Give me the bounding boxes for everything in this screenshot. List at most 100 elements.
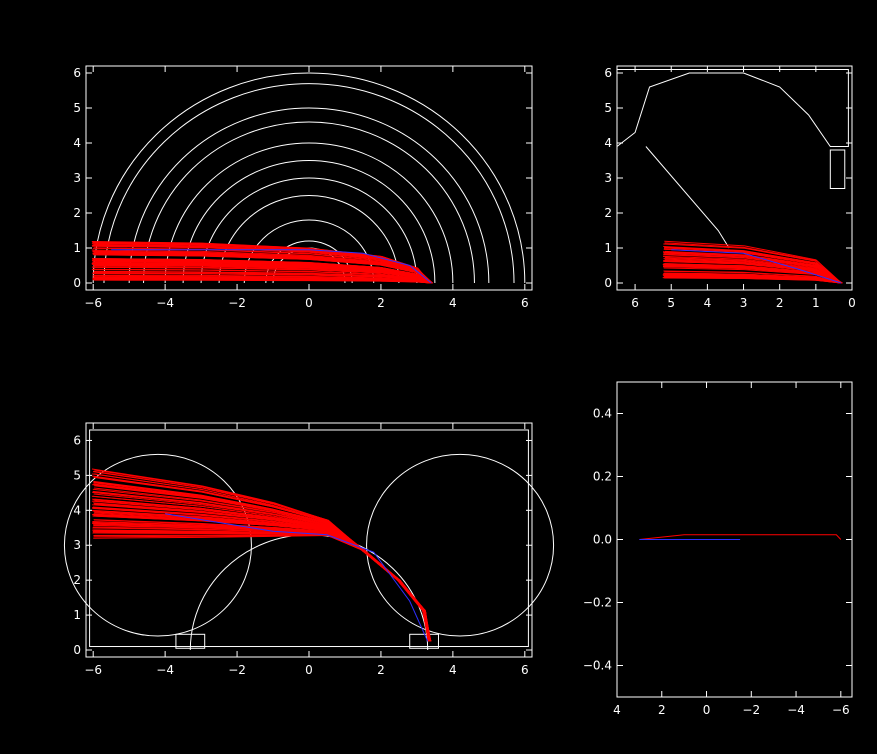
x-tick-label: 2: [377, 663, 385, 677]
series-0: [662, 240, 843, 284]
trajectory-line: [663, 243, 841, 284]
trajectory-line: [93, 523, 431, 642]
x-tick-label: 6: [521, 663, 529, 677]
trajectory-line: [93, 531, 430, 642]
x-tick-label: −6: [84, 663, 102, 677]
trajectory-line: [93, 532, 431, 642]
series-0: [91, 241, 433, 284]
axis-ticks: −6 −4 −2 0 2 4 6 0 1 2 3 4 5 6: [73, 423, 532, 677]
x-tick-label: −2: [228, 296, 246, 310]
x-tick-label: 0: [703, 703, 711, 717]
trajectory-line: [671, 249, 842, 284]
trajectory-line: [664, 240, 841, 284]
trajectory-line: [664, 259, 841, 284]
trajectory-line: [94, 523, 431, 642]
y-tick-label: 0.0: [593, 533, 612, 547]
structure-outline: [63, 429, 555, 651]
x-tick-label: −4: [156, 663, 174, 677]
x-tick-label: 2: [658, 703, 666, 717]
y-tick-label: 5: [73, 101, 81, 115]
y-tick-label: 0: [73, 643, 81, 657]
y-tick-label: 3: [604, 171, 612, 185]
x-tick-label: 0: [848, 296, 856, 310]
trajectory-line: [111, 249, 432, 284]
arc: [143, 121, 475, 284]
trajectory-line: [92, 529, 429, 642]
port-box: [175, 633, 206, 649]
series-0: [91, 468, 432, 642]
y-tick-label: 3: [73, 538, 81, 552]
axis-ticks: −6 −4 −2 0 2 4 6 0 1 2 3 4 5 6: [73, 66, 532, 310]
series-0: [639, 534, 842, 540]
trajectory-line: [92, 523, 430, 642]
coil-ring: [63, 453, 252, 637]
trajectory-line: [662, 264, 841, 284]
y-tick-label: 1: [73, 241, 81, 255]
trajectory-line: [93, 534, 430, 642]
x-tick-label: −6: [832, 703, 850, 717]
trajectory-line: [92, 245, 433, 284]
x-tick-label: 1: [812, 296, 820, 310]
panel-bottom-left: −6 −4 −2 0 2 4 6 0 1 2 3 4 5 6: [63, 422, 555, 677]
trajectory-line: [93, 274, 432, 284]
arc: [92, 72, 526, 284]
x-tick-label: 4: [449, 663, 457, 677]
trajectory-line: [639, 534, 842, 540]
trajectory-line: [93, 530, 430, 642]
x-tick-label: 3: [740, 296, 748, 310]
trajectory-line: [94, 487, 432, 642]
trajectory-line: [92, 522, 431, 642]
series-1: [165, 513, 429, 642]
trajectory-line: [92, 275, 432, 284]
y-tick-label: 0: [73, 276, 81, 290]
x-tick-label: 6: [631, 296, 639, 310]
x-tick-label: 4: [449, 296, 457, 310]
y-tick-label: 0.2: [593, 470, 612, 484]
trajectory-line: [92, 521, 431, 642]
x-tick-label: 0: [305, 663, 313, 677]
arc: [164, 142, 454, 284]
x-tick-label: −2: [228, 663, 246, 677]
x-tick-label: 0: [305, 296, 313, 310]
y-tick-label: 6: [604, 66, 612, 80]
trajectory-line: [92, 521, 430, 642]
y-tick-label: 0.4: [593, 407, 612, 421]
panel-bottom-right: 4 2 0 −2 −4 −6 −0.4 −0.2 0.0 0.2 0.4: [583, 381, 853, 717]
y-tick-label: 5: [73, 468, 81, 482]
trajectory-line: [92, 529, 431, 642]
axis-ticks: 6 5 4 3 2 1 0 0 1 2 3 4 5 6: [604, 66, 856, 310]
x-tick-label: 6: [521, 296, 529, 310]
series-1: [671, 249, 842, 284]
y-tick-label: 6: [73, 66, 81, 80]
trajectory-line: [94, 469, 429, 642]
trajectory-line: [93, 530, 431, 642]
x-tick-label: −6: [84, 296, 102, 310]
arc: [218, 195, 400, 284]
trajectory-line: [93, 266, 431, 284]
y-tick-label: 5: [604, 101, 612, 115]
y-tick-label: 6: [73, 433, 81, 447]
trajectory-line: [93, 529, 430, 642]
y-tick-label: 1: [604, 241, 612, 255]
coil-outline: [645, 146, 730, 249]
trajectory-line: [92, 526, 429, 642]
trajectory-line: [664, 277, 841, 284]
vessel-outline: [616, 69, 849, 147]
y-tick-label: 2: [73, 573, 81, 587]
arc: [182, 160, 436, 284]
y-tick-label: 4: [73, 136, 81, 150]
y-tick-label: −0.2: [583, 596, 612, 610]
trajectory-line: [664, 257, 843, 284]
y-tick-label: 4: [73, 503, 81, 517]
trajectory-line: [665, 252, 843, 284]
trajectory-line: [92, 530, 430, 642]
arc: [128, 107, 490, 284]
x-tick-label: 4: [704, 296, 712, 310]
trajectory-line: [92, 506, 430, 642]
x-tick-label: −2: [742, 703, 760, 717]
series-1: [111, 249, 432, 284]
inner-arc: [189, 534, 429, 651]
trajectory-line: [93, 271, 431, 284]
coil-ring: [366, 453, 555, 637]
